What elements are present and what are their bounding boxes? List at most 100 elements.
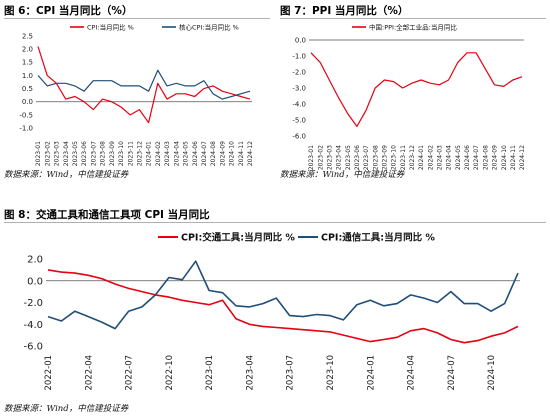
y-tick-label: -2.0 [23, 298, 43, 309]
x-tick-label: 2024-05 [455, 145, 462, 170]
y-tick-label: 1.5 [22, 59, 33, 67]
x-tick-label: 2024-02 [155, 141, 162, 166]
x-tick-label: 2024-04 [173, 141, 180, 166]
x-tick-label: 2022-04 [84, 355, 94, 391]
figure-7-title: 图 7：PPI 当月同比（%） [280, 5, 409, 17]
y-tick-label: -6.0 [23, 342, 43, 353]
legend-label-2: CPI:通信工具:当月同比 % [321, 231, 435, 243]
x-tick-label: 2023-06 [354, 145, 361, 170]
x-tick-label: 2024-01 [146, 141, 153, 166]
x-tick-label: 2024-10 [487, 355, 497, 391]
legend-label-1: CPI:当月同比 % [87, 22, 134, 31]
y-tick-label: 0.0 [27, 276, 43, 287]
x-tick-label: 2022-10 [165, 355, 175, 391]
series-line-1 [310, 52, 523, 128]
x-tick-label: 2024-08 [482, 145, 489, 170]
x-tick-label: 2023-01 [308, 145, 315, 170]
x-tick-label: 2023-07 [90, 141, 97, 166]
x-tick-label: 2023-12 [409, 145, 416, 170]
x-tick-label: 2023-09 [109, 141, 116, 166]
y-tick-label: 2.5 [22, 32, 33, 40]
x-tick-label: 2023-06 [81, 141, 88, 166]
x-tick-label: 2023-03 [54, 141, 61, 166]
x-tick-label: 2024-09 [219, 141, 226, 166]
x-tick-label: 2022-07 [125, 355, 135, 391]
x-tick-label: 2024-05 [183, 141, 190, 166]
legend-label-1: CPI:交通工具:当月同比 % [181, 231, 295, 243]
x-tick-label: 2024-03 [164, 141, 171, 166]
legend-label-1: 中国:PPI:全部工业品:当月同比 [369, 22, 457, 31]
x-tick-label: 2024-06 [464, 145, 471, 170]
series-line-1 [37, 46, 251, 124]
x-tick-label: 2023-02 [317, 145, 324, 170]
x-tick-label: 2023-10 [326, 355, 336, 391]
x-tick-label: 2023-08 [372, 145, 379, 170]
x-tick-label: 2023-11 [127, 141, 134, 166]
x-tick-label: 2024-07 [447, 355, 457, 391]
x-tick-label: 2024-11 [238, 141, 245, 166]
x-tick-label: 2023-05 [345, 145, 352, 170]
x-tick-label: 2024-10 [229, 141, 236, 166]
x-tick-label: 2024-01 [366, 355, 376, 391]
x-tick-label: 2023-04 [336, 145, 343, 170]
y-tick-label: 0.0 [22, 98, 33, 106]
x-tick-label: 2023-12 [136, 141, 143, 166]
x-tick-label: 2023-01 [205, 355, 215, 391]
y-tick-label: 0.0 [295, 36, 306, 44]
series-line-2 [37, 69, 251, 100]
y-tick-label: -5.0 [292, 116, 306, 124]
x-tick-label: 2023-08 [100, 141, 107, 166]
x-tick-label: 2023-01 [35, 141, 42, 166]
figure-6-source: 数据来源：Wind，中信建投证券 [4, 170, 129, 180]
x-tick-label: 2023-11 [400, 145, 407, 170]
y-tick-label: -6.0 [292, 132, 306, 140]
x-tick-label: 2024-10 [501, 145, 508, 170]
y-tick-label: -0.5 [19, 111, 33, 119]
y-tick-label: 0.5 [22, 85, 33, 93]
figure-7-source: 数据来源：Wind，中信建投证券 [280, 170, 405, 180]
x-tick-label: 2024-07 [473, 145, 480, 170]
figure-8-source: 数据来源：Wind，中信建投证券 [4, 404, 129, 414]
figure-7-rule [280, 18, 546, 19]
y-tick-label: -4.0 [292, 100, 306, 108]
series-line-2 [47, 260, 519, 330]
x-tick-label: 2023-04 [63, 141, 70, 166]
x-tick-label: 2022-01 [44, 355, 54, 391]
legend-label-2: 核心CPI:当月同比 % [179, 22, 239, 31]
y-tick-label: -4.0 [23, 320, 43, 331]
figure-6-rule [4, 18, 270, 19]
y-tick-label: 2.0 [27, 255, 43, 266]
x-tick-label: 2024-06 [192, 141, 199, 166]
series-line-1 [47, 269, 519, 344]
y-tick-label: 1.0 [22, 72, 33, 80]
x-tick-label: 2024-11 [510, 145, 517, 170]
y-tick-label: 2.0 [22, 46, 33, 54]
x-tick-label: 2024-07 [201, 141, 208, 166]
y-tick-label: -1.0 [292, 52, 306, 60]
x-tick-label: 2023-10 [118, 141, 125, 166]
x-tick-label: 2024-12 [519, 145, 526, 170]
x-tick-label: 2024-08 [210, 141, 217, 166]
y-tick-label: -1.0 [19, 124, 33, 132]
figure-6-title: 图 6：CPI 当月同比（%） [4, 5, 133, 17]
y-tick-label: -3.0 [292, 84, 306, 92]
x-tick-label: 2024-12 [247, 141, 254, 166]
figure-8-title: 图 8：交通工具和通信工具项 CPI 当月同比 [4, 209, 210, 221]
x-tick-label: 2023-02 [44, 141, 51, 166]
x-tick-label: 2024-04 [407, 355, 417, 391]
x-tick-label: 2023-07 [286, 355, 296, 391]
y-tick-label: -2.0 [292, 68, 306, 76]
x-tick-label: 2024-03 [437, 145, 444, 170]
x-tick-label: 2024-09 [492, 145, 499, 170]
x-tick-label: 2024-04 [446, 145, 453, 170]
x-tick-label: 2023-05 [72, 141, 79, 166]
figure-8-rule [4, 222, 546, 223]
x-tick-label: 2023-04 [245, 355, 255, 391]
x-tick-label: 2023-07 [363, 145, 370, 170]
x-tick-label: 2024-02 [427, 145, 434, 170]
x-tick-label: 2023-03 [326, 145, 333, 170]
